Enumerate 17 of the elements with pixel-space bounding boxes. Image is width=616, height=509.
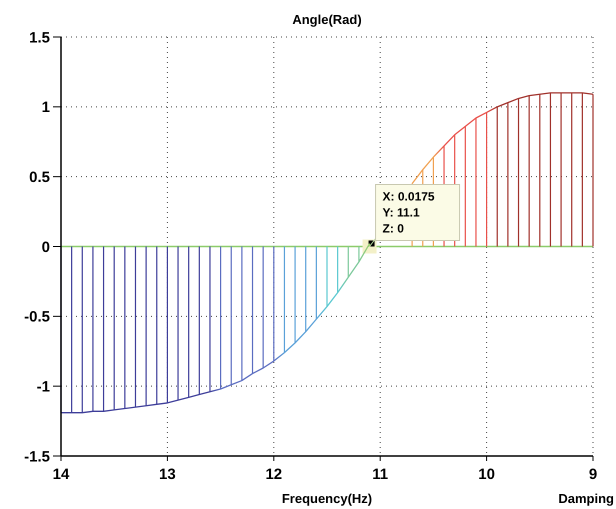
x-tick-label: 9 [588, 466, 598, 483]
x-tick-label: 10 [478, 466, 495, 483]
x-tick-label: 12 [265, 466, 282, 483]
x-tick-label: 11 [372, 466, 388, 483]
x-axis-title: Frequency(Hz) [282, 491, 372, 506]
y-tick-label: 1 [42, 99, 50, 116]
y-tick-label: 0.5 [29, 168, 50, 186]
y-tick-label: -1.5 [24, 448, 50, 466]
chart-title: Angle(Rad) [292, 12, 362, 27]
y-tick-label: 0 [42, 238, 50, 256]
text: Damping [558, 491, 614, 506]
y-tick-label: -0.5 [24, 308, 50, 326]
annotation: X: 0.0175 Y: 11.1 Z: 0 [382, 190, 435, 236]
x-tick-label: 13 [159, 466, 176, 483]
y-tick-label: -1 [36, 378, 50, 396]
x-tick-label: 14 [52, 466, 70, 483]
y-tick-label: 1.5 [29, 29, 50, 46]
